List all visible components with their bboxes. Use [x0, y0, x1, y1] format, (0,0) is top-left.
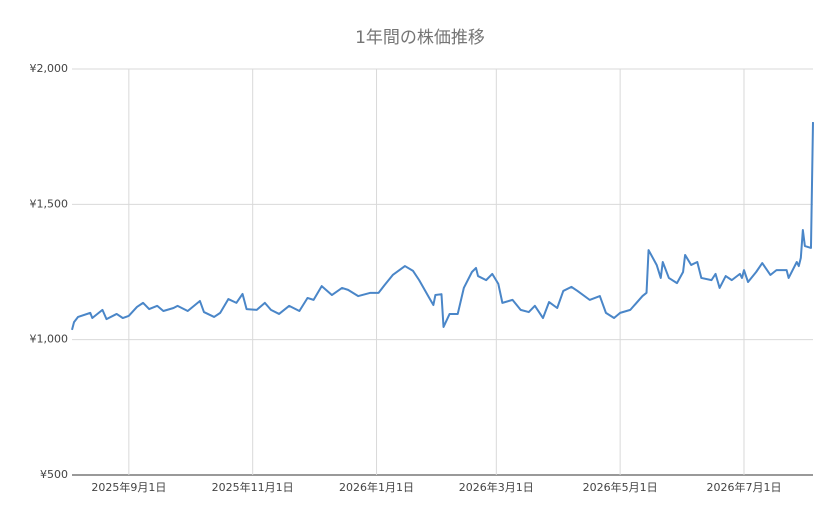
x-tick-label: 2026年5月1日: [583, 480, 658, 494]
x-tick-label: 2025年11月1日: [212, 480, 294, 494]
y-tick-label: ¥1,000: [30, 333, 69, 346]
x-tick-label: 2025年9月1日: [91, 480, 166, 494]
price-line: [71, 122, 814, 331]
y-tick-label: ¥2,000: [30, 62, 69, 75]
x-tick-label: 2026年7月1日: [706, 480, 781, 494]
x-tick-label: 2026年1月1日: [339, 480, 414, 494]
y-tick-label: ¥1,500: [30, 197, 69, 210]
y-tick-label: ¥500: [40, 468, 68, 481]
chart-title: 1年間の株価推移: [355, 28, 485, 48]
x-tick-label: 2026年3月1日: [459, 480, 534, 494]
